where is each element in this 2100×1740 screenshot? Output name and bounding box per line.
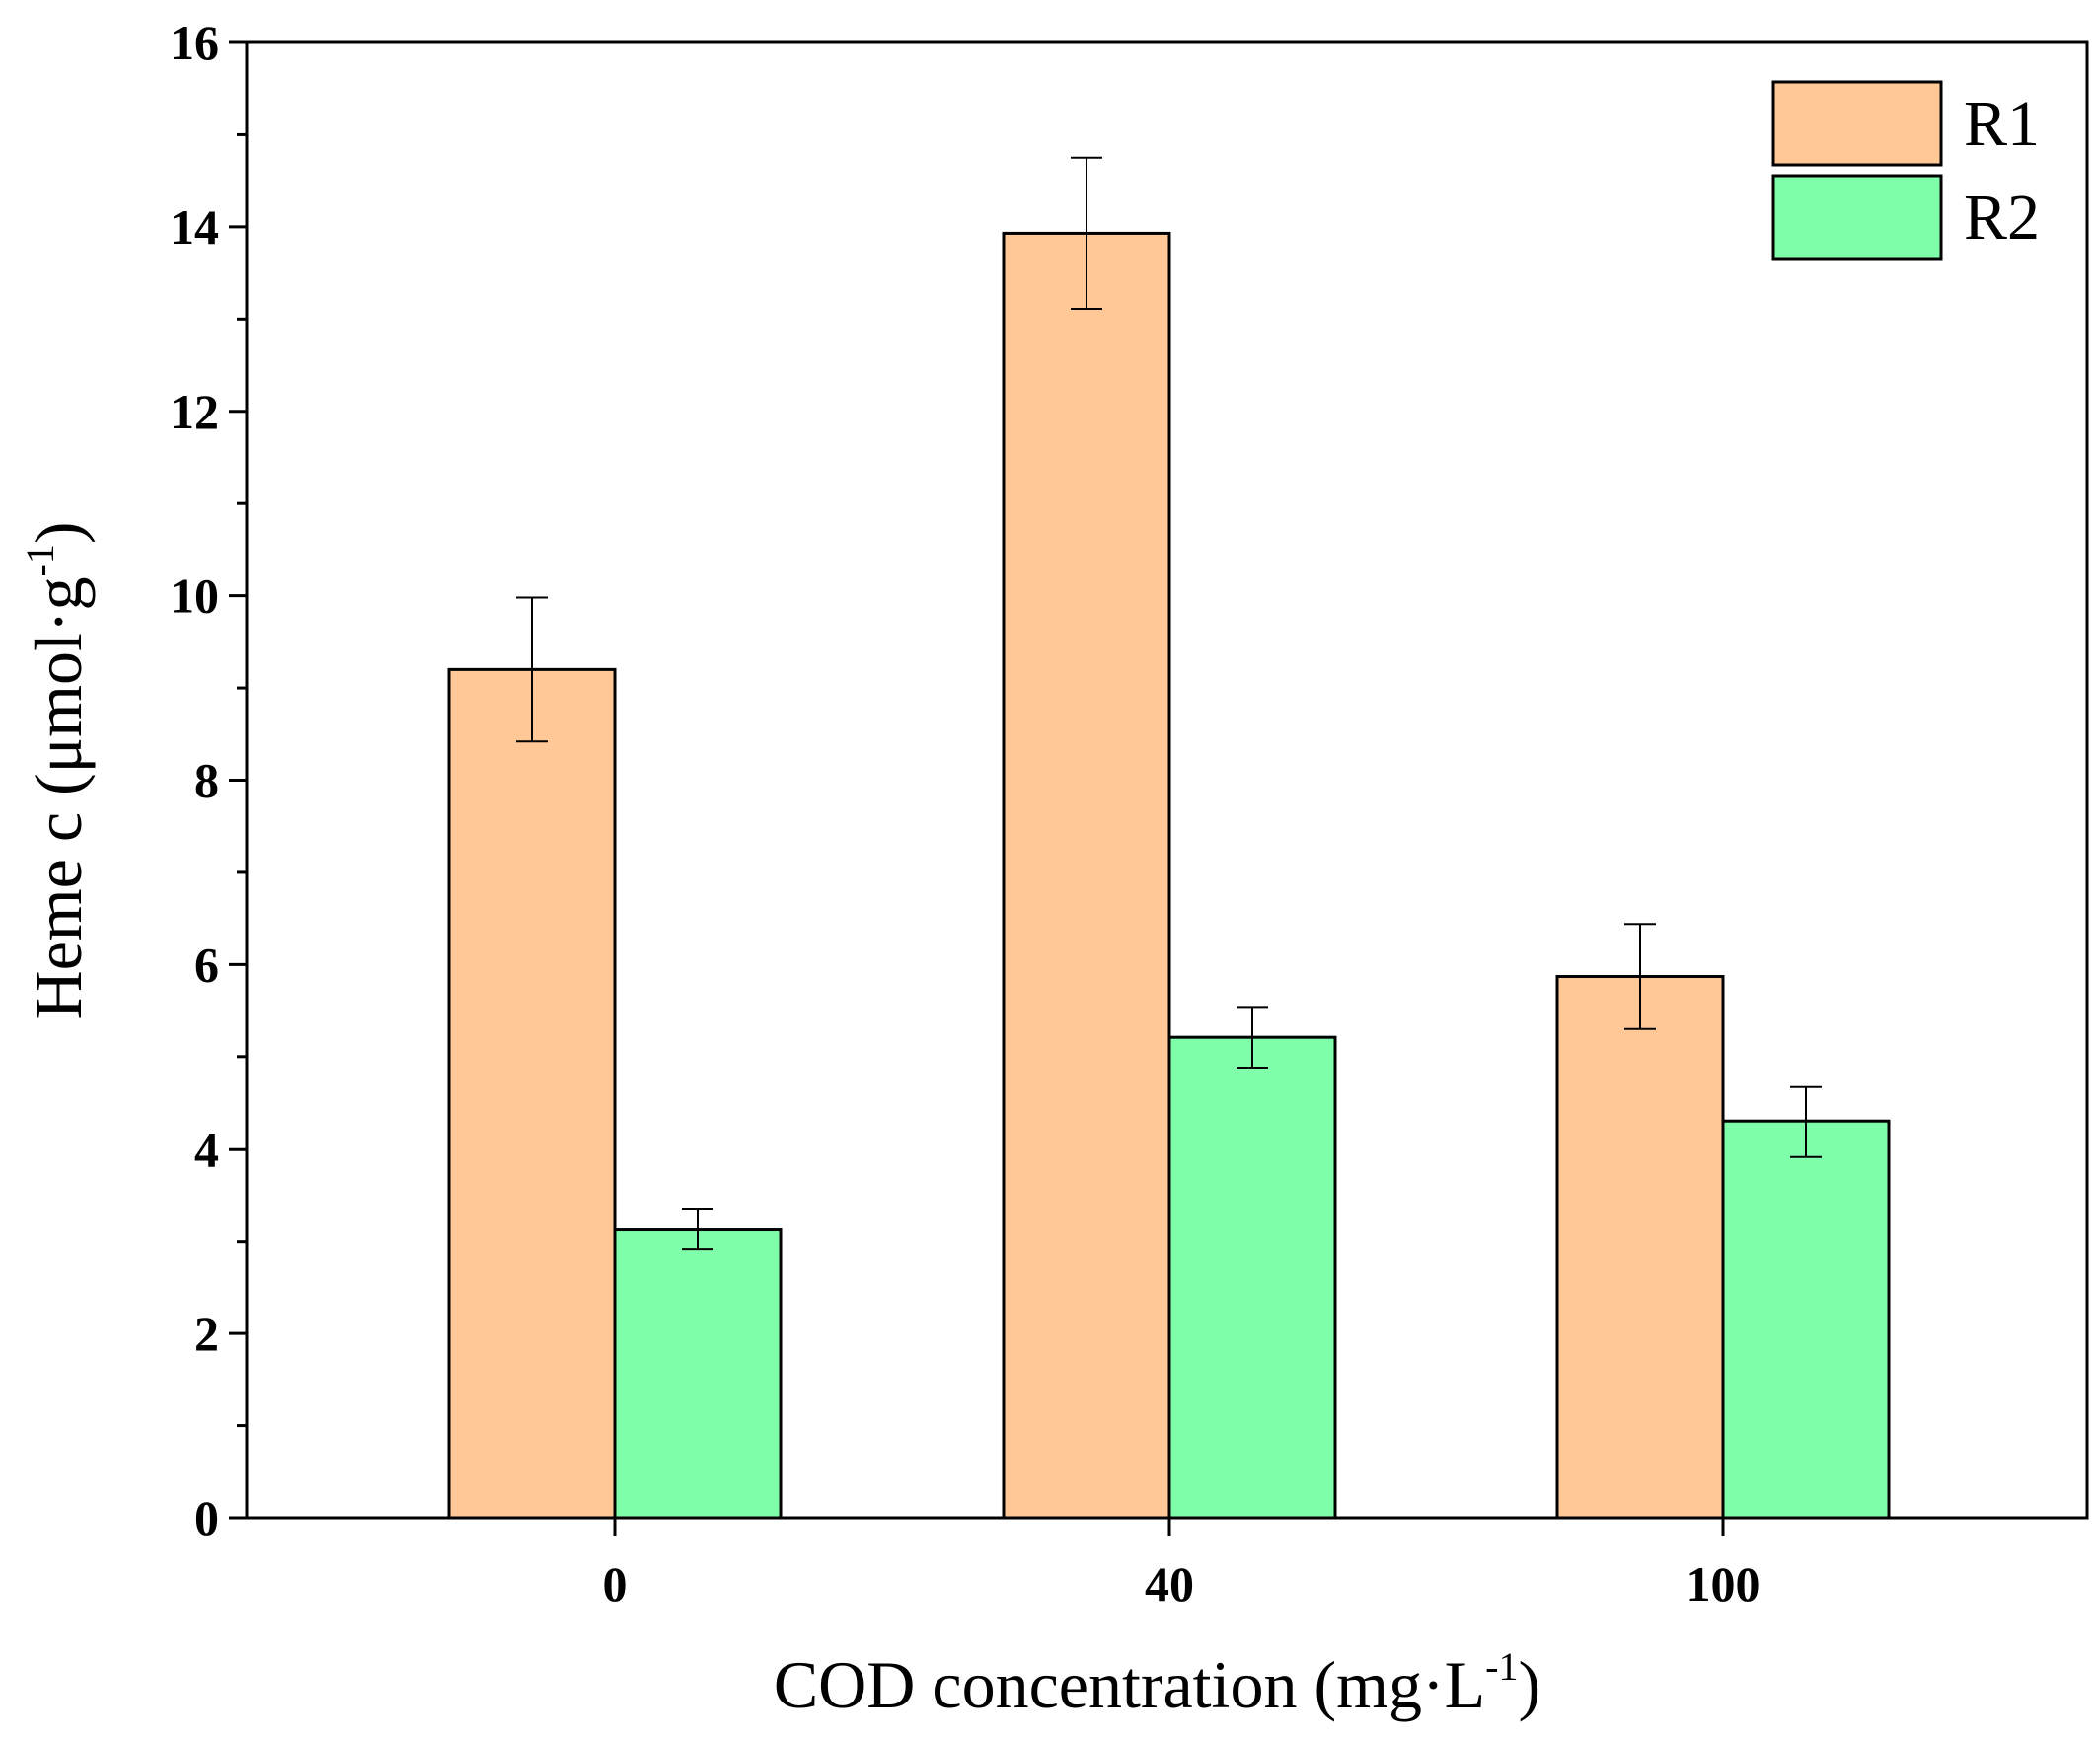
bar-r2-40: [1167, 1035, 1337, 1520]
y-axis-title-sup: -1: [18, 544, 62, 576]
legend-swatch-r1: [1771, 80, 1943, 167]
error-bar-r1-100: [1624, 923, 1656, 1030]
error-bars-layer: [516, 156, 1822, 1251]
y-tick-label-10: 10: [170, 568, 219, 624]
y-tick-label-8: 8: [194, 753, 219, 808]
legend-item-r2: R2: [1771, 174, 2040, 261]
x-axis-title: COD concentration (mg·L-1): [774, 1644, 1540, 1722]
legend-label-r2: R2: [1964, 182, 2040, 254]
legend-label-r1: R1: [1964, 88, 2040, 160]
bars-layer: [447, 231, 1891, 1520]
error-bar-r2-100: [1790, 1085, 1822, 1158]
y-axis-title-main: Heme c (μmol·g: [21, 576, 96, 1019]
x-tick-label-0: 0: [603, 1556, 628, 1612]
bar-r2-100: [1721, 1119, 1891, 1520]
y-tick-label-14: 14: [170, 199, 219, 255]
bar-r1-40: [1002, 231, 1171, 1520]
legend-swatch-r2: [1771, 174, 1943, 261]
x-axis-title-main: COD concentration (mg·L: [774, 1647, 1485, 1722]
y-tick-label-2: 2: [194, 1306, 219, 1361]
legend-item-r1: R1: [1771, 80, 2040, 167]
y-tick-label-12: 12: [170, 384, 219, 439]
x-tick-label-100: 100: [1687, 1556, 1761, 1612]
y-axis: 0 2 4 6 8 10 12 14 16: [170, 15, 247, 1546]
bar-r2-0: [613, 1228, 783, 1520]
error-bar-r1-40: [1071, 156, 1102, 311]
x-axis: 0 40 100: [603, 1518, 1761, 1612]
x-axis-title-end: ): [1519, 1647, 1541, 1722]
bar-r1-0: [447, 667, 617, 1520]
y-tick-label-16: 16: [170, 15, 219, 70]
y-tick-label-0: 0: [194, 1490, 219, 1546]
y-tick-label-6: 6: [194, 937, 219, 992]
error-bar-r2-40: [1237, 1006, 1268, 1070]
error-bar-r2-0: [682, 1207, 713, 1251]
y-axis-title-end: ): [21, 521, 96, 544]
x-axis-title-sup: -1: [1485, 1644, 1518, 1689]
y-axis-title: Heme c (μmol·g-1): [18, 521, 96, 1019]
error-bar-r1-0: [516, 596, 548, 743]
y-tick-label-4: 4: [194, 1121, 219, 1176]
bar-r1-100: [1555, 975, 1725, 1520]
x-tick-label-40: 40: [1145, 1556, 1194, 1612]
